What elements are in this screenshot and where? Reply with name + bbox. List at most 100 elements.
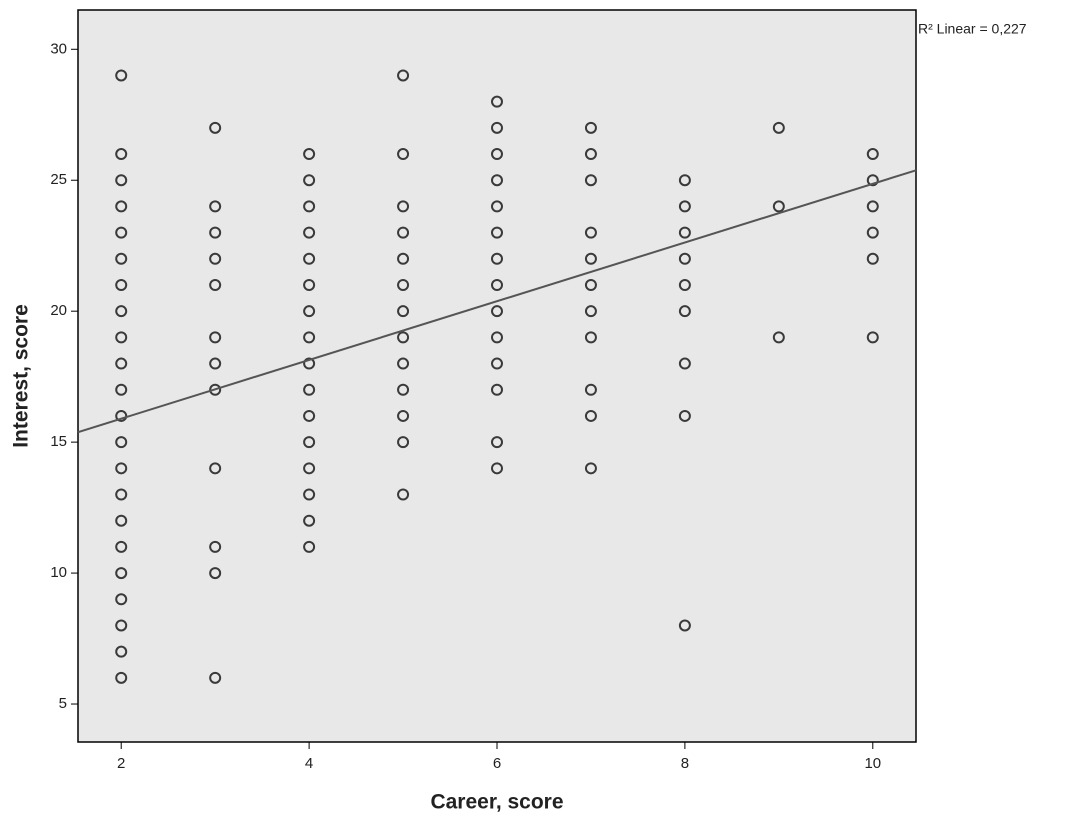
point: [397, 148, 410, 161]
point: [397, 488, 410, 501]
point: [772, 200, 785, 213]
point: [584, 305, 597, 318]
point: [397, 200, 410, 213]
point: [115, 619, 128, 632]
point: [303, 226, 316, 239]
point: [115, 567, 128, 580]
point: [209, 357, 222, 370]
point: [303, 383, 316, 396]
point: [866, 331, 879, 344]
point: [491, 278, 503, 291]
point: [584, 383, 597, 396]
point: [303, 409, 316, 422]
point: [678, 278, 691, 291]
point: [115, 148, 128, 161]
point: [584, 409, 597, 422]
point: [491, 200, 503, 213]
point: [115, 488, 128, 501]
point: [866, 200, 879, 213]
point: [209, 383, 222, 396]
point: [491, 436, 503, 449]
point: [115, 174, 128, 187]
point: [303, 305, 316, 318]
point: [491, 252, 503, 265]
point: [678, 226, 691, 239]
point: [584, 148, 597, 161]
x-tick-label: 8: [681, 755, 689, 772]
point: [115, 462, 128, 475]
point: [303, 462, 316, 475]
x-tick-label: 10: [864, 755, 881, 772]
point: [209, 278, 222, 291]
point: [866, 226, 879, 239]
point: [678, 200, 691, 213]
point: [584, 278, 597, 291]
point: [303, 200, 316, 213]
x-axis-title: Career, score: [430, 791, 563, 814]
fit-line: [77, 169, 917, 434]
x-tick-label: 6: [493, 755, 501, 772]
point: [397, 278, 410, 291]
point: [303, 488, 316, 501]
y-tick-label: 30: [50, 40, 67, 57]
point: [115, 540, 128, 553]
point: [115, 645, 128, 658]
point: [491, 121, 503, 134]
point: [115, 200, 128, 213]
point: [678, 174, 691, 187]
point: [115, 436, 128, 449]
point: [303, 331, 316, 344]
point: [209, 567, 222, 580]
point: [209, 462, 222, 475]
point: [491, 148, 503, 161]
point: [303, 514, 316, 527]
point: [397, 436, 410, 449]
point: [491, 462, 503, 475]
point: [491, 357, 503, 370]
point: [866, 174, 879, 187]
y-tick-label: 20: [50, 302, 67, 319]
x-tick-label: 4: [305, 755, 313, 772]
point: [678, 252, 691, 265]
point: [115, 278, 128, 291]
point: [866, 148, 879, 161]
point: [397, 331, 410, 344]
point: [303, 436, 316, 449]
point: [397, 409, 410, 422]
y-tick-label: 10: [50, 564, 67, 581]
point: [303, 252, 316, 265]
point: [584, 462, 597, 475]
point: [491, 95, 503, 108]
point: [303, 357, 316, 370]
point: [491, 383, 503, 396]
point: [491, 331, 503, 344]
point: [397, 69, 410, 82]
point: [397, 226, 410, 239]
y-tick-label: 15: [50, 433, 67, 450]
point: [209, 226, 222, 239]
point: [491, 226, 503, 239]
point: [115, 226, 128, 239]
point: [584, 331, 597, 344]
point: [115, 409, 128, 422]
point: [115, 671, 128, 684]
point: [397, 383, 410, 396]
point: [584, 174, 597, 187]
r-squared-annotation: R² Linear = 0,227: [918, 21, 1027, 37]
point: [491, 174, 503, 187]
point: [397, 252, 410, 265]
point: [303, 174, 316, 187]
point: [209, 540, 222, 553]
point: [209, 121, 222, 134]
point: [115, 383, 128, 396]
point: [115, 331, 128, 344]
point: [303, 278, 316, 291]
point: [115, 305, 128, 318]
point: [678, 619, 691, 632]
point: [115, 252, 128, 265]
x-tick-label: 2: [117, 755, 125, 772]
point: [115, 357, 128, 370]
point: [303, 148, 316, 161]
point: [397, 305, 410, 318]
